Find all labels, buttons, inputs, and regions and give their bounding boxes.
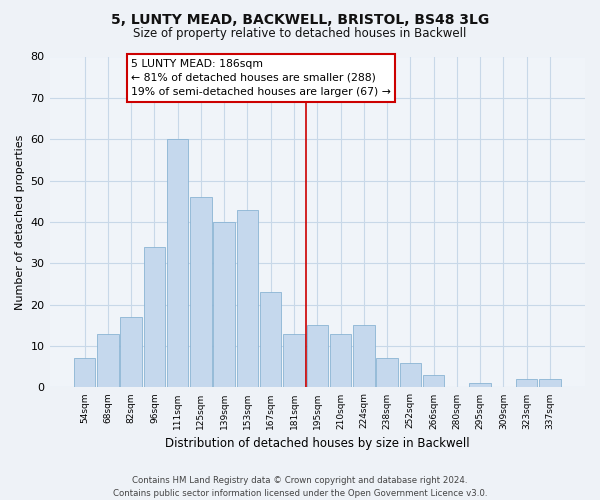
Text: Contains HM Land Registry data © Crown copyright and database right 2024.
Contai: Contains HM Land Registry data © Crown c… bbox=[113, 476, 487, 498]
Bar bbox=[423, 375, 445, 388]
Bar bbox=[237, 210, 258, 388]
Bar bbox=[307, 326, 328, 388]
Bar bbox=[283, 334, 305, 388]
Bar bbox=[353, 326, 374, 388]
Y-axis label: Number of detached properties: Number of detached properties bbox=[15, 134, 25, 310]
Bar bbox=[214, 222, 235, 388]
Bar bbox=[469, 384, 491, 388]
Text: 5 LUNTY MEAD: 186sqm
← 81% of detached houses are smaller (288)
19% of semi-deta: 5 LUNTY MEAD: 186sqm ← 81% of detached h… bbox=[131, 58, 391, 98]
Bar bbox=[400, 362, 421, 388]
Bar bbox=[516, 379, 538, 388]
Bar bbox=[143, 247, 165, 388]
Bar bbox=[330, 334, 351, 388]
Text: 5, LUNTY MEAD, BACKWELL, BRISTOL, BS48 3LG: 5, LUNTY MEAD, BACKWELL, BRISTOL, BS48 3… bbox=[111, 12, 489, 26]
Bar bbox=[74, 358, 95, 388]
X-axis label: Distribution of detached houses by size in Backwell: Distribution of detached houses by size … bbox=[165, 437, 470, 450]
Text: Size of property relative to detached houses in Backwell: Size of property relative to detached ho… bbox=[133, 28, 467, 40]
Bar bbox=[167, 139, 188, 388]
Bar bbox=[260, 292, 281, 388]
Bar bbox=[376, 358, 398, 388]
Bar bbox=[190, 197, 212, 388]
Bar bbox=[539, 379, 560, 388]
Bar bbox=[97, 334, 119, 388]
Bar bbox=[121, 317, 142, 388]
